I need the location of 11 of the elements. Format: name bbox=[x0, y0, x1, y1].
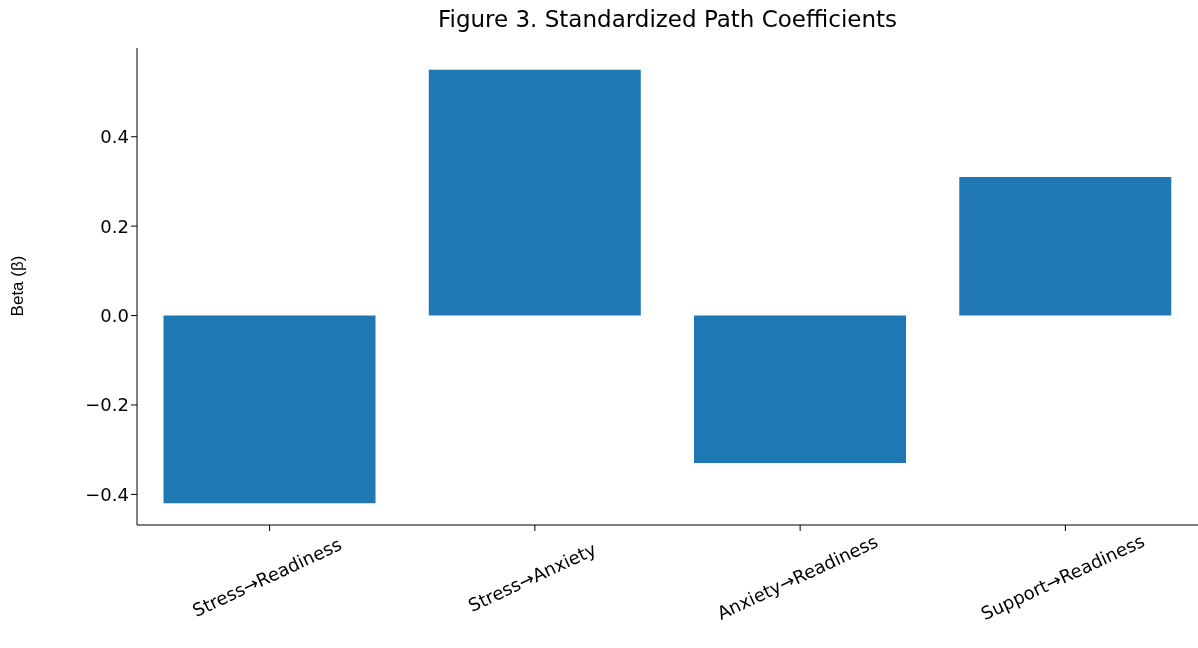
bar bbox=[163, 315, 376, 504]
bar bbox=[428, 69, 641, 316]
bar bbox=[694, 315, 907, 464]
y-tick-label: −0.2 bbox=[85, 394, 129, 416]
chart-title: Figure 3. Standardized Path Coefficients bbox=[436, 6, 899, 32]
y-tick-label: 0.4 bbox=[100, 126, 129, 148]
y-axis-title: Beta (β) bbox=[8, 255, 28, 317]
y-tick-label: 0.0 bbox=[100, 304, 129, 326]
y-tick-label: 0.2 bbox=[100, 215, 129, 237]
y-tick-label: −0.4 bbox=[85, 483, 129, 505]
bar bbox=[959, 176, 1172, 316]
